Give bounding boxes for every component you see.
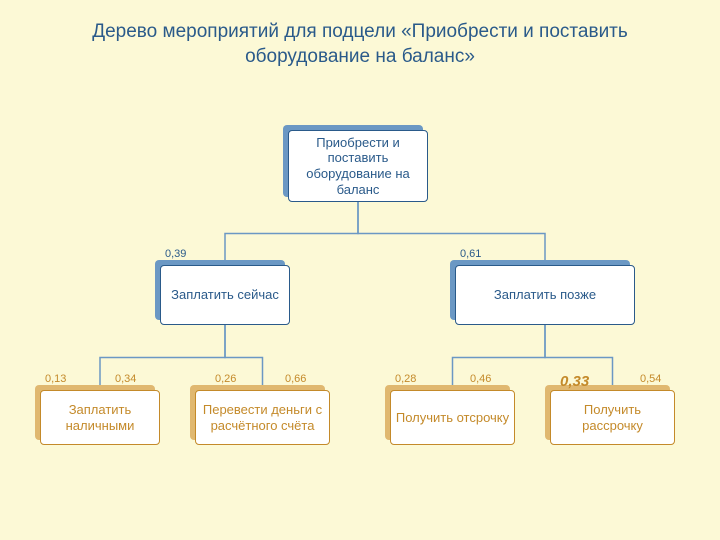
edge-n2-n21 [453, 325, 546, 390]
tree-node-label: Приобрести и поставить оборудование на б… [293, 135, 423, 197]
tree-node-n12: Перевести деньги с расчётного счёта [195, 390, 330, 445]
tree-node-label: Заплатить наличными [45, 402, 155, 433]
weight-right-n21: 0,46 [470, 373, 491, 385]
tree-node-n2: Заплатить позже [455, 265, 635, 325]
tree-node-label: Заплатить сейчас [171, 287, 279, 303]
tree-node-label: Получить отсрочку [396, 410, 509, 426]
tree-node-n21: Получить отсрочку [390, 390, 515, 445]
weight-right-n22: 0,54 [640, 373, 661, 385]
tree-node-label: Получить рассрочку [555, 402, 670, 433]
edge-root-n2 [358, 202, 545, 265]
tree-node-label: Заплатить позже [494, 287, 596, 303]
weight-left-n22: 0,33 [560, 373, 589, 390]
edge-root-n1 [225, 202, 358, 265]
weight-right-n11: 0,34 [115, 373, 136, 385]
page-title: Дерево мероприятий для подцели «Приобрес… [0, 0, 720, 69]
tree-node-root: Приобрести и поставить оборудование на б… [288, 130, 428, 202]
weight-left-n2: 0,61 [460, 248, 481, 260]
tree-node-n22: Получить рассрочку [550, 390, 675, 445]
weight-left-n1: 0,39 [165, 248, 186, 260]
weight-left-n12: 0,26 [215, 373, 236, 385]
weight-left-n21: 0,28 [395, 373, 416, 385]
tree-node-label: Перевести деньги с расчётного счёта [200, 402, 325, 433]
weight-right-n12: 0,66 [285, 373, 306, 385]
tree-node-n11: Заплатить наличными [40, 390, 160, 445]
weight-left-n11: 0,13 [45, 373, 66, 385]
tree-node-n1: Заплатить сейчас [160, 265, 290, 325]
